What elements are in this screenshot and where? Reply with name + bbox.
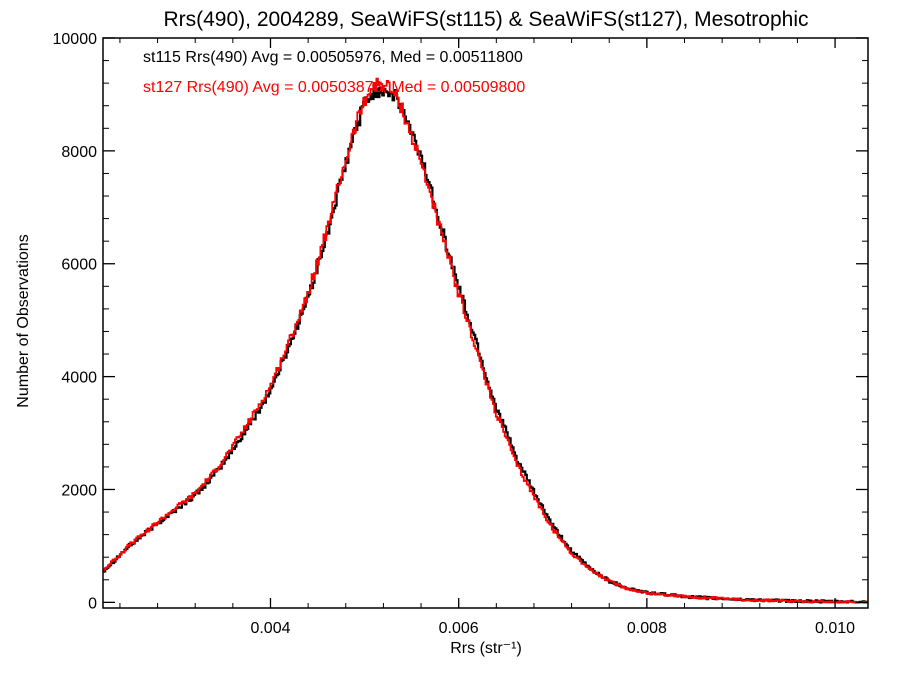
annotation-st127: st127 Rrs(490) Avg = 0.00503876, Med = 0… bbox=[143, 79, 525, 96]
x-tick-label: 0.008 bbox=[627, 620, 667, 637]
x-tick-label: 0.004 bbox=[250, 620, 290, 637]
chart-title: Rrs(490), 2004289, SeaWiFS(st115) & SeaW… bbox=[163, 8, 808, 31]
y-tick-label: 0 bbox=[88, 595, 97, 612]
series-line-1 bbox=[102, 83, 869, 604]
x-tick-label: 0.010 bbox=[815, 620, 855, 637]
x-tick-label: 0.006 bbox=[439, 620, 479, 637]
annotation-st115: st115 Rrs(490) Avg = 0.00505976, Med = 0… bbox=[143, 49, 523, 66]
y-tick-label: 2000 bbox=[61, 482, 97, 499]
x-axis: 0.004 0.006 0.008 0.010 bbox=[119, 38, 855, 637]
x-axis-label: Rrs (str⁻¹) bbox=[450, 640, 522, 657]
y-tick-label: 10000 bbox=[53, 31, 98, 48]
y-axis: 0 2000 4000 6000 8000 10000 bbox=[53, 31, 868, 612]
plot-frame bbox=[102, 37, 869, 609]
series-layer bbox=[102, 77, 869, 604]
y-tick-label: 4000 bbox=[61, 370, 97, 387]
y-axis-label: Number of Observations bbox=[15, 234, 32, 407]
y-tick-label: 8000 bbox=[61, 144, 97, 161]
y-tick-label: 6000 bbox=[61, 257, 97, 274]
series-line-2 bbox=[102, 77, 869, 604]
